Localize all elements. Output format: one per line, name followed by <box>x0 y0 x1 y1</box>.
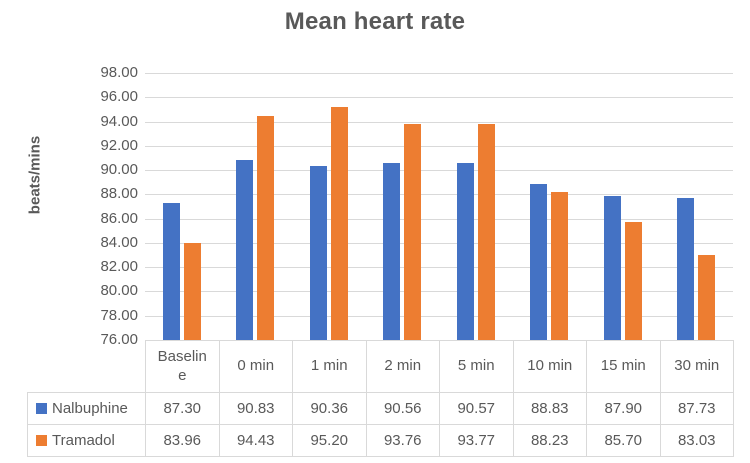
value-tramadol-baseline: 83.96 <box>145 424 220 457</box>
value-nalbuphine-1-min: 90.36 <box>292 392 367 425</box>
value-nalbuphine-15-min: 87.90 <box>586 392 661 425</box>
gridline <box>145 145 733 147</box>
value-tramadol-5-min: 93.77 <box>439 424 514 457</box>
gridline <box>145 73 733 74</box>
value-tramadol-10-min: 88.23 <box>512 424 587 457</box>
bar-tramadol-30-min <box>698 254 716 340</box>
value-tramadol-1-min: 95.20 <box>292 424 367 457</box>
category-header-2-min: 2 min <box>365 340 440 393</box>
legend-swatch-nalbuphine <box>36 403 47 414</box>
gridline <box>145 170 733 172</box>
y-axis-tick-label: 92.00 <box>100 136 138 154</box>
y-axis-title: beats/mins <box>26 135 44 215</box>
bar-tramadol-baseline <box>183 243 201 340</box>
table-row-nalbuphine: Nalbuphine 87.30 90.83 90.36 90.56 90.57 88.83… <box>27 392 734 425</box>
y-axis-tick-label: 76.00 <box>100 331 138 348</box>
bar-tramadol-2-min <box>404 124 422 340</box>
category-header-1-min: 1 min <box>292 340 367 393</box>
y-axis-tick-label: 98.00 <box>100 64 138 81</box>
gridline <box>145 194 733 196</box>
category-header-5-min: 5 min <box>439 340 514 393</box>
y-axis-tick-label: 90.00 <box>100 161 138 179</box>
category-header-10-min: 10 min <box>512 340 587 393</box>
category-header-15-min: 15 min <box>586 340 661 393</box>
bar-tramadol-15-min <box>624 222 642 340</box>
series-label-tramadol: Tramadol <box>27 424 146 457</box>
value-tramadol-30-min: 83.03 <box>659 424 734 457</box>
value-nalbuphine-5-min: 90.57 <box>439 392 514 425</box>
bar-nalbuphine-5-min <box>456 163 474 340</box>
table-row-tramadol: Tramadol 83.96 94.43 95.20 93.76 93.77 88.23 85… <box>27 424 734 457</box>
value-nalbuphine-10-min: 88.83 <box>512 392 587 425</box>
bar-nalbuphine-baseline <box>162 202 180 340</box>
y-axis-tick-label: 82.00 <box>100 258 138 276</box>
chart-title: Mean heart rate <box>284 8 466 35</box>
gridline <box>145 315 733 317</box>
category-header-0-min: 0 min <box>218 340 293 393</box>
y-axis-tick-label: 88.00 <box>100 185 138 203</box>
category-header-30-min: 30 min <box>659 340 734 393</box>
value-nalbuphine-0-min: 90.83 <box>218 392 293 425</box>
bar-nalbuphine-15-min <box>603 195 621 340</box>
bar-tramadol-1-min <box>330 106 348 340</box>
y-axis-tick-label: 94.00 <box>100 112 138 130</box>
value-tramadol-2-min: 93.76 <box>365 424 440 457</box>
gridline <box>145 121 733 123</box>
bar-tramadol-0-min <box>257 116 275 340</box>
value-nalbuphine-2-min: 90.56 <box>365 392 440 425</box>
data-table: Baseline 0 min 1 min 2 min 5 min 10 min 15 min… <box>27 340 734 457</box>
bar-nalbuphine-10-min <box>530 184 548 340</box>
value-nalbuphine-30-min: 87.73 <box>659 392 734 425</box>
y-axis-tick-label: 96.00 <box>100 88 138 106</box>
gridline <box>145 267 733 269</box>
gridline <box>145 97 733 99</box>
bar-tramadol-5-min <box>477 124 495 340</box>
gridline <box>145 242 733 244</box>
gridline <box>145 218 733 220</box>
bar-nalbuphine-0-min <box>236 160 254 340</box>
table-header-row: Baseline 0 min 1 min 2 min 5 min 10 min 15 min… <box>28 340 734 393</box>
category-header-baseline: Baseline <box>145 340 220 393</box>
value-tramadol-0-min: 94.43 <box>218 424 293 457</box>
y-axis-tick-label: 84.00 <box>100 233 138 251</box>
bar-nalbuphine-30-min <box>677 197 695 340</box>
plot-area <box>145 73 733 341</box>
bar-nalbuphine-2-min <box>383 163 401 340</box>
y-axis-tick-label: 86.00 <box>100 209 138 227</box>
value-nalbuphine-baseline: 87.30 <box>145 392 220 425</box>
bar-nalbuphine-1-min <box>309 165 327 340</box>
y-axis-tick-label: 80.00 <box>100 282 138 300</box>
bar-tramadol-10-min <box>551 191 569 340</box>
value-tramadol-15-min: 85.70 <box>586 424 661 457</box>
legend-swatch-tramadol <box>36 435 47 446</box>
series-label-nalbuphine: Nalbuphine <box>27 392 146 425</box>
y-axis-tick-label: 78.00 <box>100 306 138 324</box>
gridline <box>145 291 733 293</box>
